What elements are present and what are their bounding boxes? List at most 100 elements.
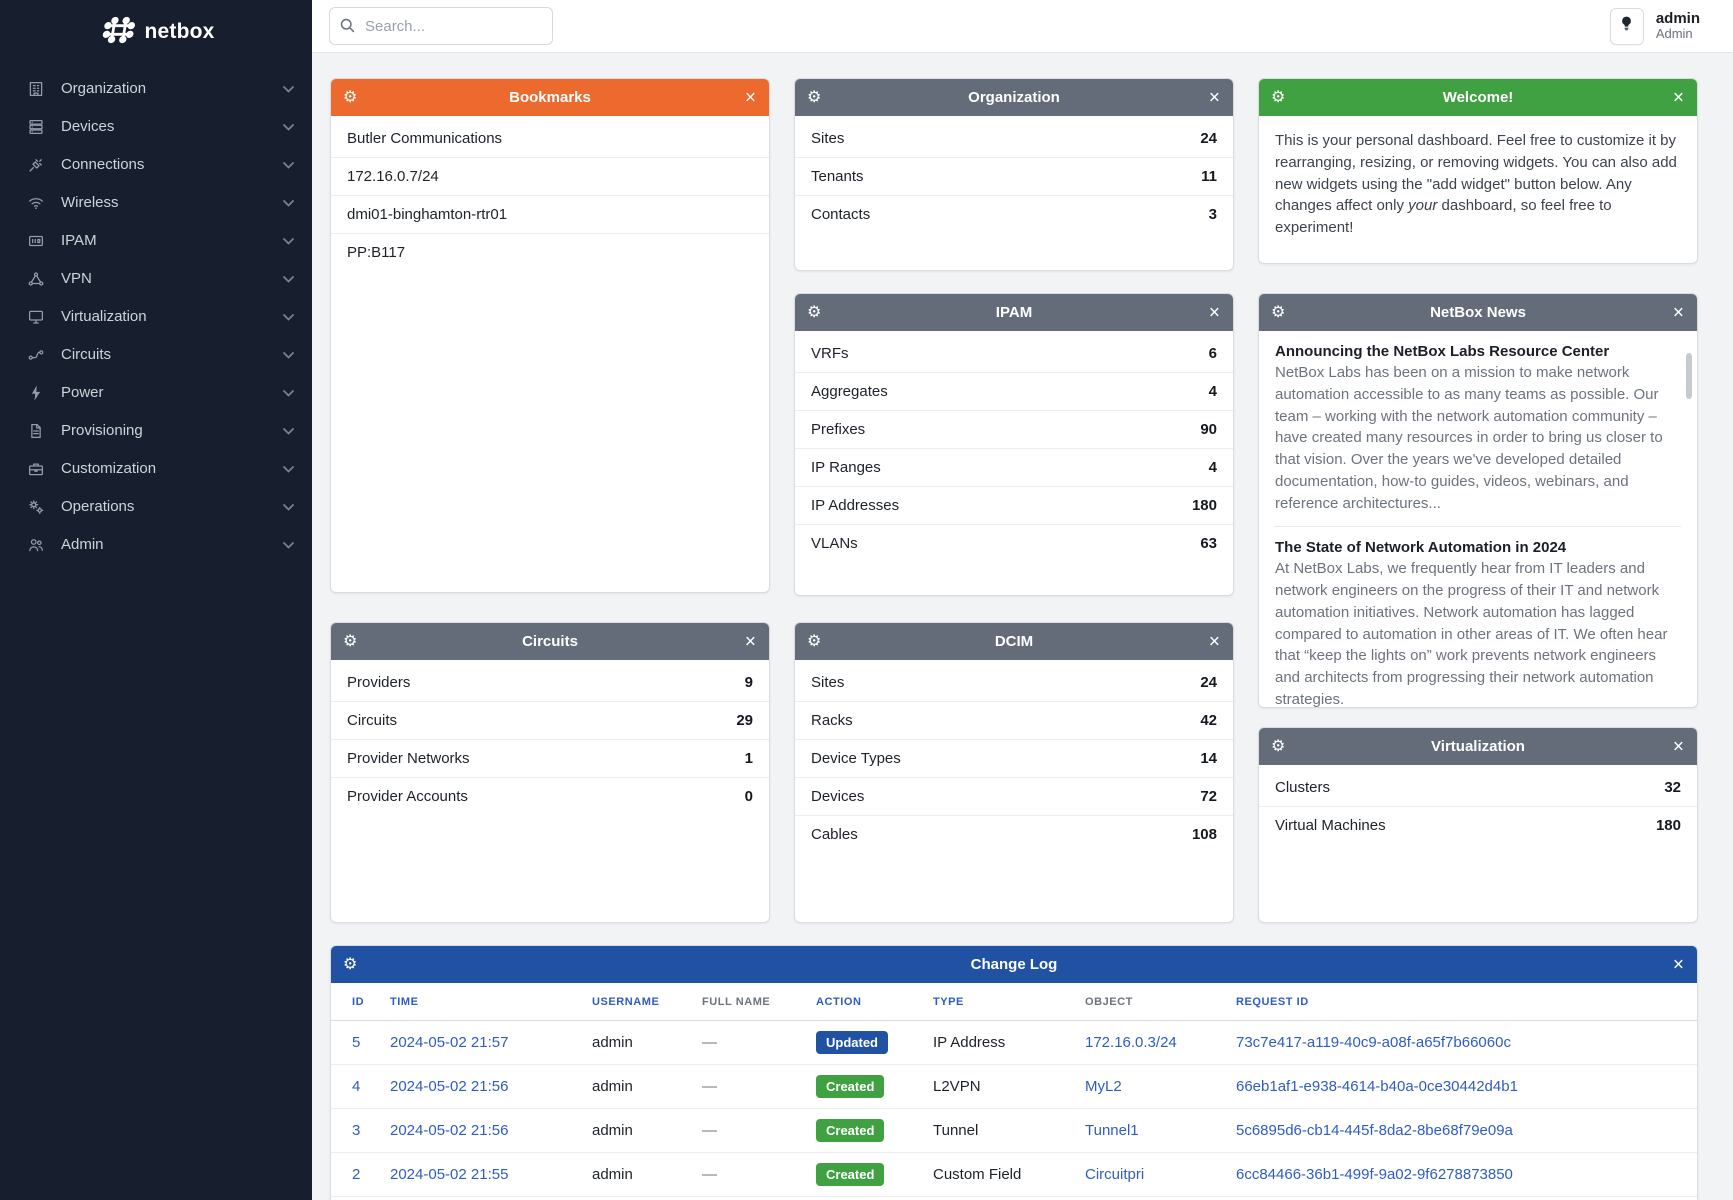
scrollbar-thumb[interactable] [1686,353,1692,399]
change-id-link[interactable]: 5 [352,1034,361,1051]
column-header-object: OBJECT [1085,983,1236,1021]
gear-icon[interactable]: ⚙ [807,303,822,321]
widget-change-log: ⚙ Change Log × ID TIME USERNAME FU [330,945,1698,1200]
sidebar-item-wireless[interactable]: Wireless [0,184,312,222]
stat-label[interactable]: IP Addresses [811,497,900,514]
close-icon[interactable]: × [1672,302,1684,323]
bookmark-item[interactable]: PP:B117 [331,233,769,271]
close-icon[interactable]: × [1672,736,1684,757]
search-input[interactable] [329,7,553,45]
sidebar-item-circuits[interactable]: Circuits [0,336,312,374]
change-id-link[interactable]: 2 [352,1166,361,1183]
column-header-type[interactable]: TYPE [933,983,1085,1021]
change-time-link[interactable]: 2024-05-02 21:57 [390,1034,509,1051]
stat-value: 90 [1200,421,1217,438]
widget-title: NetBox News [1430,304,1526,321]
sidebar-item-ipam[interactable]: IPAM [0,222,312,260]
change-object-link[interactable]: MyL2 [1085,1078,1122,1095]
search-box [329,7,553,45]
bookmark-item[interactable]: Butler Communications [347,130,503,147]
change-object-link[interactable]: 172.16.0.3/24 [1085,1034,1177,1051]
welcome-text-italic: your [1408,197,1438,215]
change-object-link[interactable]: Tunnel1 [1085,1122,1139,1139]
change-request-id-link[interactable]: 5c6895d6-cb14-445f-8da2-8be68f79e09a [1236,1122,1513,1139]
gear-icon[interactable]: ⚙ [807,632,822,650]
change-id-link[interactable]: 3 [352,1122,361,1139]
column-header-time[interactable]: TIME [390,983,592,1021]
stat-label[interactable]: Provider Networks [347,750,470,767]
change-username: admin [592,1020,702,1065]
close-icon[interactable]: × [1208,631,1220,652]
column-header-id[interactable]: ID [331,983,390,1021]
sidebar-item-connections[interactable]: Connections [0,146,312,184]
widget-title: Bookmarks [509,89,591,106]
change-request-id-link[interactable]: 6cc84466-36b1-499f-9a02-9f6278873850 [1236,1166,1513,1183]
sidebar-item-operations[interactable]: Operations [0,488,312,526]
stat-label[interactable]: Circuits [347,712,398,729]
close-icon[interactable]: × [744,631,756,652]
change-time-link[interactable]: 2024-05-02 21:56 [390,1122,509,1139]
stat-label[interactable]: Tenants [811,168,864,185]
stat-label[interactable]: Devices [811,788,865,805]
close-icon[interactable]: × [1208,302,1220,323]
close-icon[interactable]: × [1672,954,1684,975]
stat-label[interactable]: VLANs [811,535,858,552]
stat-label[interactable]: Sites [811,130,845,147]
news-item-title[interactable]: The State of Network Automation in 2024 [1275,539,1567,557]
sidebar-item-customization[interactable]: Customization [0,450,312,488]
stat-label[interactable]: Device Types [811,750,901,767]
sidebar-item-provisioning[interactable]: Provisioning [0,412,312,450]
gear-icon[interactable]: ⚙ [343,955,358,973]
news-item-title[interactable]: Announcing the NetBox Labs Resource Cent… [1275,343,1610,360]
gear-icon[interactable]: ⚙ [343,632,358,650]
widget-bookmarks-header: ⚙ Bookmarks × [331,79,769,116]
widget-virtualization-header: ⚙ Virtualization × [1259,728,1697,765]
sidebar-item-admin[interactable]: Admin [0,526,312,564]
sidebar-item-vpn[interactable]: VPN [0,260,312,298]
stat-label[interactable]: Sites [811,674,845,691]
stat-label[interactable]: Providers [347,674,411,691]
column-header-action[interactable]: ACTION [816,983,933,1021]
gear-icon[interactable]: ⚙ [1271,737,1286,755]
sidebar-item-devices[interactable]: Devices [0,108,312,146]
gear-icon[interactable]: ⚙ [807,88,822,106]
connections-icon [26,155,46,175]
close-icon[interactable]: × [1208,87,1220,108]
column-header-request-id[interactable]: REQUEST ID [1236,983,1697,1021]
stat-value: 0 [744,788,753,805]
bookmark-item[interactable]: 172.16.0.7/24 [331,157,769,195]
close-icon[interactable]: × [744,87,756,108]
netbox-logo[interactable]: netbox [0,0,312,56]
stat-label[interactable]: Contacts [811,206,871,223]
change-request-id-link[interactable]: 66eb1af1-e938-4614-b40a-0ce30442d4b1 [1236,1078,1518,1095]
change-time-link[interactable]: 2024-05-02 21:56 [390,1078,509,1095]
user-menu[interactable]: admin Admin [1656,10,1700,42]
theme-toggle-button[interactable] [1609,7,1644,45]
change-id-link[interactable]: 4 [352,1078,361,1095]
stat-label[interactable]: Aggregates [811,383,888,400]
close-icon[interactable]: × [1672,87,1684,108]
action-badge: Created [816,1163,885,1186]
sidebar-item-organization[interactable]: Organization [0,70,312,108]
stat-label[interactable]: Virtual Machines [1275,817,1386,834]
stat-label[interactable]: Cables [811,826,858,843]
column-header-username[interactable]: USERNAME [592,983,702,1021]
gear-icon[interactable]: ⚙ [1271,303,1286,321]
change-object-link[interactable]: Circuitpri [1085,1166,1145,1183]
stat-label[interactable]: Racks [811,712,853,729]
stat-label[interactable]: VRFs [811,345,849,362]
stat-value: 180 [1655,817,1681,834]
bookmark-item[interactable]: dmi01-binghamton-rtr01 [331,195,769,233]
stat-label[interactable]: Clusters [1275,779,1331,796]
stat-label[interactable]: Prefixes [811,421,866,438]
gear-icon[interactable]: ⚙ [1271,88,1286,106]
chevron-down-icon [283,308,294,326]
chevron-down-icon [283,536,294,554]
change-time-link[interactable]: 2024-05-02 21:55 [390,1166,509,1183]
sidebar-item-virtualization[interactable]: Virtualization [0,298,312,336]
gear-icon[interactable]: ⚙ [343,88,358,106]
stat-label[interactable]: Provider Accounts [347,788,468,805]
change-request-id-link[interactable]: 73c7e417-a119-40c9-a08f-a65f7b66060c [1236,1034,1511,1051]
sidebar-item-power[interactable]: Power [0,374,312,412]
stat-label[interactable]: IP Ranges [811,459,881,476]
